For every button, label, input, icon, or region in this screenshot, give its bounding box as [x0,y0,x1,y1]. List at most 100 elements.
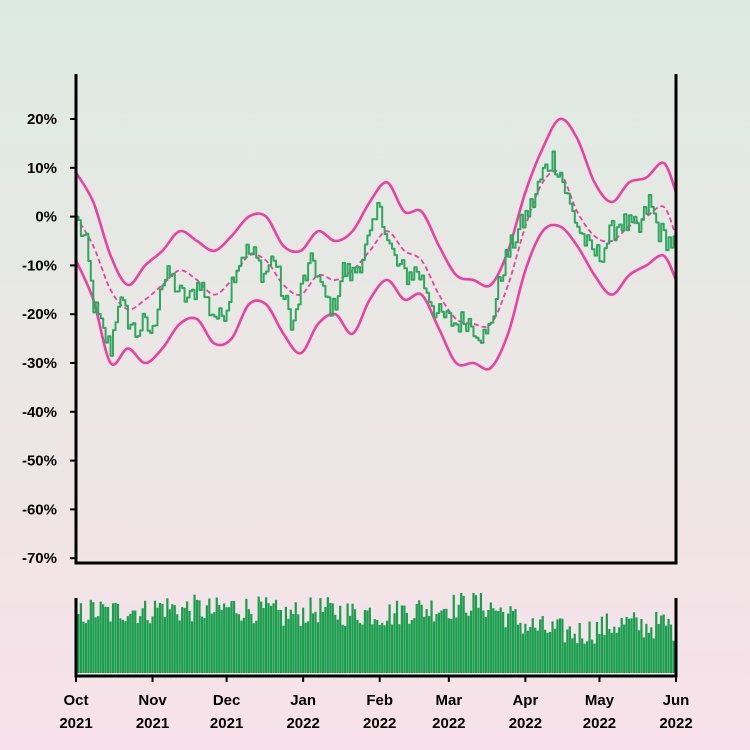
volume-bar [311,613,315,673]
volume-bar [208,598,211,673]
volume-bar [383,625,386,673]
volume-bar [408,623,411,673]
volume-bar [472,593,475,673]
volume-bar [161,603,164,673]
x-tick-month: Apr [512,692,538,709]
volume-bar [386,620,389,673]
volume-bar [188,611,191,673]
volume-bar [361,624,364,673]
volume-bar [336,619,339,673]
volume-bar [442,609,446,673]
volume-bar [178,620,181,673]
volume-bar [292,614,295,673]
volume-bar [363,610,366,673]
volume-bar [469,610,473,673]
volume-bar [114,602,117,673]
volume-bar [595,622,599,673]
y-tick-label: -20% [22,306,57,323]
volume-bar [158,602,162,673]
volume-bar [635,617,638,673]
volume-bar [225,607,228,673]
volume-bar [418,600,421,673]
volume-bar [672,640,675,673]
x-tick-year: 2022 [363,715,396,732]
x-tick-year: 2022 [659,715,692,732]
volume-bar [405,612,408,673]
volume-bar [119,618,122,673]
volume-bar [460,593,463,673]
volume-bar [667,618,670,673]
volume-bar [302,607,305,673]
volume-bar [479,593,483,673]
volume-bar [647,632,650,673]
volume-bar [139,616,142,673]
volume-bar [455,617,458,673]
volume-bar [277,609,280,673]
volume-bar [235,613,238,673]
volume-bar [665,625,668,673]
x-tick-month: Oct [63,692,88,709]
volume-bar [255,620,258,673]
volume-bar [630,618,633,673]
volume-bar [334,614,337,673]
volume-bar [102,604,105,673]
volume-bar [509,606,512,673]
lower-band-line [76,223,676,371]
volume-bar [198,600,201,673]
volume-bar [215,597,218,673]
volume-bar [492,608,495,673]
volume-bar [262,608,265,673]
volume-bar [87,619,90,673]
volume-bar [210,613,213,673]
x-tick-year: 2022 [432,715,465,732]
volume-bar [467,615,470,673]
volume-bar [319,598,322,673]
volume-bar [230,601,233,673]
volume-bar [218,605,221,673]
volume-bar [502,611,505,673]
volume-bar [247,609,250,673]
volume-bar [627,618,631,673]
volume-bar [163,617,166,673]
volume-bar [526,630,529,673]
volume-bar [435,614,438,673]
volume-bar [497,611,500,673]
volume-bar [395,600,399,673]
volume-bar [531,618,534,673]
volume-bar [144,600,147,673]
volume-bar [176,614,179,673]
volume-bar [148,623,152,673]
volume-bar [605,613,608,673]
price-line-layer [76,150,676,357]
volume-bar [499,607,502,673]
volume-bar [576,643,579,673]
volume-bar [223,603,226,673]
volume-bar [487,610,490,673]
volume-bar [99,601,102,673]
volume-bar [423,616,426,673]
volume-bar [260,601,263,673]
volume-bar [563,642,566,673]
volume-bar [92,602,95,673]
volume-bar [593,643,596,673]
volume-bar [84,623,87,673]
y-tick-label: 10% [27,160,57,177]
volume-bar [166,598,169,673]
volume-bar [669,624,673,673]
volume-bar [193,594,196,673]
volume-bar [173,605,176,673]
volume-bar [514,609,517,673]
x-axis-ticks: Oct 2021 Nov 2021 Dec 2021 Jan 2022 Feb 2022 Mar 20… [59,676,693,732]
volume-bar [578,623,581,673]
volume-bar [465,612,468,673]
volume-bar [153,600,157,673]
volume-bar [94,617,97,673]
volume-bar [200,616,204,673]
volume-bar [546,632,549,673]
volume-bar [116,603,120,673]
volume-bar [250,614,253,673]
volume-bar [529,626,532,673]
volume-bar [358,622,362,673]
volume-bar [195,599,199,673]
volume-bar [252,623,255,673]
